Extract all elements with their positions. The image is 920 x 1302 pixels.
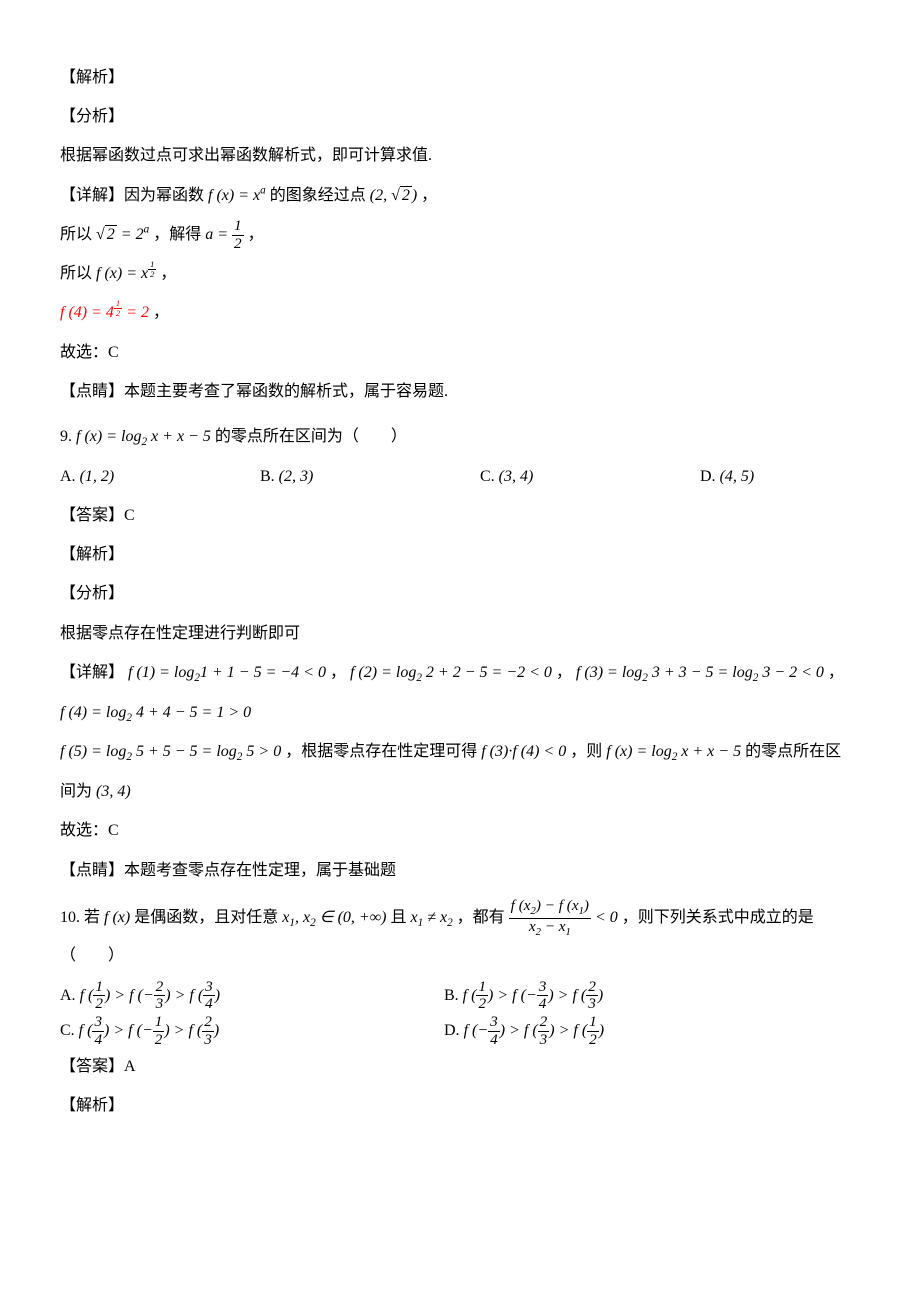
q9-interval: (3, 4) <box>96 783 131 800</box>
q9-func: f (x) = log2 x + x − 5 <box>76 428 215 445</box>
math-fx: f (x) = xa <box>208 187 270 204</box>
q10-opt-d-math: f (−34) > f (23) > f (12) <box>464 1022 605 1039</box>
q10-stem: 10. 若 f (x) 是偶函数，且对任意 x1, x2 ∈ (0, +∞) 且… <box>60 898 860 974</box>
q9-interval-text: 间为 <box>60 783 92 800</box>
q10-p1: 若 <box>84 909 100 926</box>
opt-b-val: (2, 3) <box>279 468 314 485</box>
line3: 所以 f (x) = x12 ， <box>60 256 860 291</box>
q10-p3: 且 <box>390 909 406 926</box>
math-a: a = 12 <box>205 226 243 243</box>
q10-option-c: C. f (34) > f (−12) > f (23) <box>60 1013 444 1049</box>
q9-xiangjie: 【详解】 f (1) = log21 + 1 − 5 = −4 < 0 ， f … <box>60 655 860 691</box>
q9-f3: f (3) = log2 3 + 3 − 5 = log2 3 − 2 < 0 <box>576 664 828 681</box>
q10-option-a: A. f (12) > f (−23) > f (34) <box>60 978 444 1014</box>
q10-option-d: D. f (−34) > f (23) > f (12) <box>444 1013 828 1049</box>
label-jiexi: 【解析】 <box>60 60 860 95</box>
math-fx2: f (x) = x12 <box>96 265 156 282</box>
label-fenxi: 【分析】 <box>60 99 860 134</box>
math-eq1: √2 = 2a <box>96 226 153 243</box>
line3-prefix: 所以 <box>60 265 92 282</box>
q9-jiexi: 【解析】 <box>60 537 860 572</box>
q10-daan: 【答案】A <box>60 1049 860 1084</box>
math-point: (2, √2) <box>370 186 417 204</box>
opt-c-label: C. <box>60 1022 75 1039</box>
opt-c-val: (3, 4) <box>499 468 534 485</box>
q10-options-row1: A. f (12) > f (−23) > f (34) B. f (12) >… <box>60 978 860 1014</box>
q9-fenxi: 【分析】 <box>60 576 860 611</box>
q10-options-row2: C. f (34) > f (−12) > f (23) D. f (−34) … <box>60 1013 860 1049</box>
q10-p2: 是偶函数，且对任意 <box>134 909 278 926</box>
q9-xiangjie-label: 【详解】 <box>60 664 124 681</box>
q9-f1: f (1) = log21 + 1 − 5 = −4 < 0 <box>128 664 330 681</box>
line2: 所以 √2 = 2a ，解得 a = 12 ， <box>60 217 860 253</box>
fenxi-text: 根据幂函数过点可求出幂函数解析式，即可计算求值. <box>60 138 860 173</box>
q10-x1x2: x1, x2 ∈ (0, +∞) <box>282 909 390 926</box>
q10-p4: ，都有 <box>457 909 505 926</box>
q10-opt-c-math: f (34) > f (−12) > f (23) <box>79 1022 220 1039</box>
line4-highlight: f (4) = 412 = 2 ， <box>60 295 860 330</box>
guxuan1: 故选：C <box>60 335 860 370</box>
q9-stem: 9. f (x) = log2 x + x − 5 的零点所在区间为（ ） <box>60 419 860 455</box>
opt-c-label: C. <box>480 468 495 485</box>
q9-f5-mid: f (3)·f (4) < 0 <box>481 743 566 760</box>
xiangjie-mid: 的图象经过点 <box>270 187 366 204</box>
q10-option-b: B. f (12) > f (−34) > f (23) <box>444 978 828 1014</box>
math-f4: f (4) = 412 = 2 <box>60 304 149 321</box>
q9-f2: f (2) = log2 2 + 2 − 5 = −2 < 0 <box>350 664 556 681</box>
q10-opt-b-math: f (12) > f (−34) > f (23) <box>463 987 604 1004</box>
opt-d-label: D. <box>700 468 716 485</box>
q9-option-a: A. (1, 2) <box>60 459 260 494</box>
q9-guxuan: 故选：C <box>60 813 860 848</box>
q9-dianqing: 【点睛】本题考查零点存在性定理，属于基础题 <box>60 853 860 888</box>
xiangjie-line1: 【详解】因为幂函数 f (x) = xa 的图象经过点 (2, √2) ， <box>60 178 860 213</box>
opt-a-val: (1, 2) <box>80 468 115 485</box>
q10-neq: x1 ≠ x2 <box>410 909 456 926</box>
q9-f4-line: f (4) = log2 4 + 4 − 5 = 1 > 0 <box>60 695 860 731</box>
opt-a-label: A. <box>60 987 76 1004</box>
q9-interval-line: 间为 (3, 4) <box>60 774 860 809</box>
dianqing1: 【点睛】本题主要考查了幂函数的解析式，属于容易题. <box>60 374 860 409</box>
q10-num: 10. <box>60 909 80 926</box>
xiangjie-prefix: 【详解】因为幂函数 <box>60 187 204 204</box>
line3-end: ， <box>160 265 176 282</box>
q9-f5-end: 的零点所在区 <box>745 743 841 760</box>
q9-option-c: C. (3, 4) <box>480 459 700 494</box>
xiangjie-end: ， <box>421 187 437 204</box>
opt-d-label: D. <box>444 1022 460 1039</box>
q9-options: A. (1, 2) B. (2, 3) C. (3, 4) D. (4, 5) <box>60 459 860 494</box>
q9-num: 9. <box>60 428 72 445</box>
opt-b-label: B. <box>260 468 275 485</box>
q9-option-d: D. (4, 5) <box>700 459 754 494</box>
line2-end: ， <box>248 226 264 243</box>
opt-b-label: B. <box>444 987 459 1004</box>
line4-end: ， <box>153 304 169 321</box>
line2-mid: ，解得 <box>153 226 201 243</box>
q9-fenxi-text: 根据零点存在性定理进行判断即可 <box>60 616 860 651</box>
q10-opt-a-math: f (12) > f (−23) > f (34) <box>80 987 221 1004</box>
q9-suffix: 的零点所在区间为（ ） <box>215 428 407 445</box>
q9-f5-line: f (5) = log2 5 + 5 − 5 = log2 5 > 0 ，根据零… <box>60 734 860 770</box>
q9-f5-text2: ，则 <box>570 743 602 760</box>
q10-jiexi: 【解析】 <box>60 1088 860 1123</box>
q9-f4: f (4) = log2 4 + 4 − 5 = 1 > 0 <box>60 704 251 721</box>
q9-f5-func: f (x) = log2 x + x − 5 <box>606 743 741 760</box>
q9-f5: f (5) = log2 5 + 5 − 5 = log2 5 > 0 <box>60 743 281 760</box>
q9-daan: 【答案】C <box>60 498 860 533</box>
q10-fx: f (x) <box>104 909 134 926</box>
q10-frac: f (x2) − f (x1)x2 − x1 < 0 <box>509 909 622 926</box>
opt-d-val: (4, 5) <box>720 468 755 485</box>
q9-f5-text: ，根据零点存在性定理可得 <box>285 743 477 760</box>
q9-option-b: B. (2, 3) <box>260 459 480 494</box>
opt-a-label: A. <box>60 468 76 485</box>
line2-prefix: 所以 <box>60 226 92 243</box>
